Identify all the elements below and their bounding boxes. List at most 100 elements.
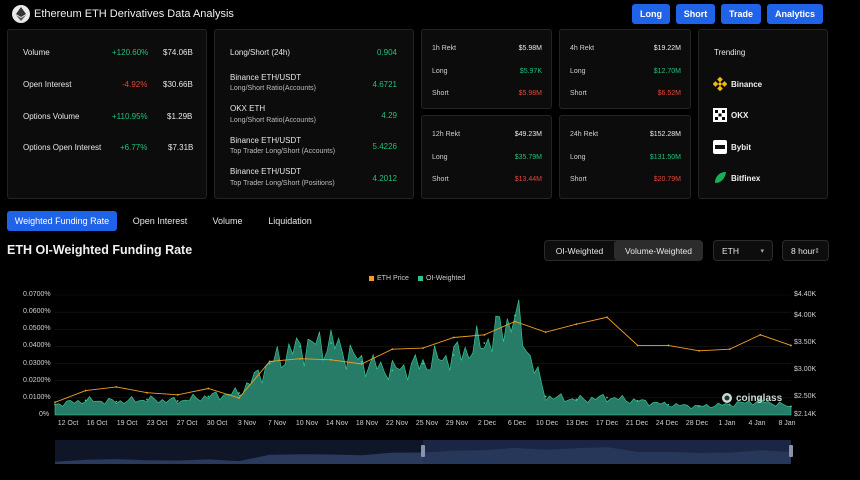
- oi-weighted-point[interactable]: [728, 403, 731, 406]
- legend-eth-price[interactable]: ETH Price: [369, 275, 409, 282]
- bitfinex-icon: [715, 172, 726, 183]
- short-button[interactable]: Short: [676, 4, 715, 24]
- trending-item-okx[interactable]: OKX: [713, 108, 748, 122]
- trending-item-bybit[interactable]: Bybit: [713, 140, 751, 154]
- eth-price-point[interactable]: [790, 344, 792, 347]
- oi-weighted-point[interactable]: [667, 403, 670, 406]
- oi-weighted-point[interactable]: [84, 399, 87, 402]
- navigator-handle-right[interactable]: [789, 445, 793, 457]
- oi-weighted-point[interactable]: [330, 342, 332, 344]
- eth-price-point[interactable]: [115, 385, 118, 388]
- eth-price-point[interactable]: [422, 347, 424, 349]
- oi-weighted-point[interactable]: [115, 400, 118, 403]
- oi-weighted-point[interactable]: [636, 400, 639, 402]
- oi-weighted-point[interactable]: [759, 400, 762, 402]
- eth-price-point[interactable]: [544, 331, 547, 334]
- oi-weighted-toggle[interactable]: OI-Weighted: [555, 245, 604, 256]
- eth-price-point[interactable]: [238, 397, 240, 399]
- stat-change: +120.60%: [112, 48, 149, 57]
- x-tick: 29 Nov: [445, 420, 469, 427]
- rekt-short-label: Short: [432, 90, 449, 97]
- oi-weighted-point[interactable]: [575, 398, 578, 401]
- eth-price-point[interactable]: [330, 358, 332, 361]
- eth-price-point[interactable]: [146, 391, 148, 394]
- long-button[interactable]: Long: [632, 4, 670, 24]
- stat-row: Open Interest -4.92% $30.66B: [8, 78, 206, 92]
- trending-item-label: Bybit: [731, 142, 751, 152]
- eth-price-point[interactable]: [698, 349, 700, 352]
- ratio-subtitle: Top Trader Long/Short (Accounts): [230, 148, 336, 155]
- oi-weighted-point[interactable]: [146, 398, 148, 401]
- oi-weighted-point[interactable]: [299, 345, 302, 348]
- eth-price-point[interactable]: [575, 323, 578, 326]
- tab-open-interest[interactable]: Open Interest: [132, 216, 188, 226]
- oi-weighted-point[interactable]: [790, 405, 792, 408]
- eth-price-point[interactable]: [84, 389, 87, 392]
- x-tick: 21 Dec: [625, 420, 649, 427]
- x-tick: 14 Nov: [325, 420, 349, 427]
- oi-weighted-point[interactable]: [606, 396, 608, 399]
- trade-button[interactable]: Trade: [721, 4, 761, 24]
- rekt-long-value: $131.50M: [649, 154, 681, 161]
- eth-price-point[interactable]: [207, 387, 210, 390]
- eth-price-point[interactable]: [452, 336, 455, 339]
- rekt-long-label: Long: [432, 154, 448, 161]
- eth-price-point[interactable]: [667, 344, 670, 347]
- oi-weighted-point[interactable]: [452, 354, 455, 356]
- x-tick: 16 Oct: [86, 420, 108, 427]
- stat-label: Open Interest: [23, 80, 72, 89]
- rekt-short-label: Short: [432, 176, 449, 183]
- trending-item-binance[interactable]: Binance: [713, 77, 762, 91]
- oi-weighted-point[interactable]: [391, 369, 394, 372]
- oi-weighted-point[interactable]: [207, 395, 210, 398]
- volume-weighted-toggle[interactable]: Volume-Weighted: [614, 241, 703, 260]
- eth-price-point[interactable]: [606, 316, 608, 319]
- oi-weighted-point[interactable]: [268, 362, 271, 365]
- tab-liquidation[interactable]: Liquidation: [268, 216, 312, 226]
- eth-price-point[interactable]: [54, 401, 56, 404]
- analytics-button[interactable]: Analytics: [767, 4, 823, 24]
- eth-price-point[interactable]: [728, 348, 731, 351]
- coin-select[interactable]: ETH ▾: [713, 240, 773, 261]
- ratio-value: 4.6721: [372, 80, 397, 89]
- oi-weighted-point[interactable]: [360, 360, 363, 363]
- eth-price-point[interactable]: [360, 363, 363, 365]
- navigator-selection[interactable]: [423, 440, 791, 464]
- eth-price-point[interactable]: [483, 333, 486, 336]
- ratio-subtitle: Long/Short Ratio(Accounts): [230, 117, 316, 124]
- ethereum-logo-icon: [12, 5, 30, 23]
- eth-price-point[interactable]: [299, 357, 302, 360]
- oi-weighted-area: [54, 299, 792, 416]
- oi-weighted-point[interactable]: [514, 314, 516, 317]
- eth-price-point[interactable]: [636, 344, 639, 347]
- tab-weighted-funding-rate[interactable]: Weighted Funding Rate: [7, 211, 117, 231]
- y-left-tick: 0.0300%: [23, 360, 51, 367]
- trending-item-bitfinex[interactable]: Bitfinex: [713, 171, 760, 185]
- oi-weighted-point[interactable]: [544, 395, 547, 398]
- eth-price-point[interactable]: [176, 393, 179, 396]
- eth-price-point[interactable]: [514, 320, 516, 323]
- eth-price-point[interactable]: [759, 333, 762, 336]
- navigator-handle-left[interactable]: [421, 445, 425, 457]
- y-left-tick: 0.0400%: [23, 342, 51, 349]
- eth-price-point[interactable]: [268, 360, 271, 363]
- legend-swatch: [418, 276, 423, 281]
- interval-select[interactable]: 8 hour ⇕: [782, 240, 829, 261]
- rekt-title: 12h Rekt: [432, 131, 461, 138]
- y-left-tick: 0.0200%: [23, 377, 51, 384]
- ratio-title: Binance ETH/USDT: [230, 73, 302, 82]
- oi-weighted-point[interactable]: [54, 403, 56, 406]
- oi-weighted-point[interactable]: [698, 405, 700, 408]
- rekt-total: $152.28M: [649, 131, 681, 138]
- oi-weighted-point[interactable]: [238, 392, 240, 394]
- tab-volume[interactable]: Volume: [212, 216, 243, 226]
- legend-oi-weighted[interactable]: OI-Weighted: [418, 275, 465, 282]
- oi-weighted-point[interactable]: [422, 362, 424, 365]
- oi-weighted-point[interactable]: [176, 400, 179, 402]
- stat-label: Volume: [23, 48, 50, 57]
- y-left-tick: 0.0700%: [23, 291, 51, 298]
- x-tick: 27 Oct: [176, 420, 198, 427]
- oi-weighted-point[interactable]: [483, 342, 486, 344]
- eth-price-point[interactable]: [391, 348, 394, 351]
- x-tick: 8 Jan: [778, 420, 796, 427]
